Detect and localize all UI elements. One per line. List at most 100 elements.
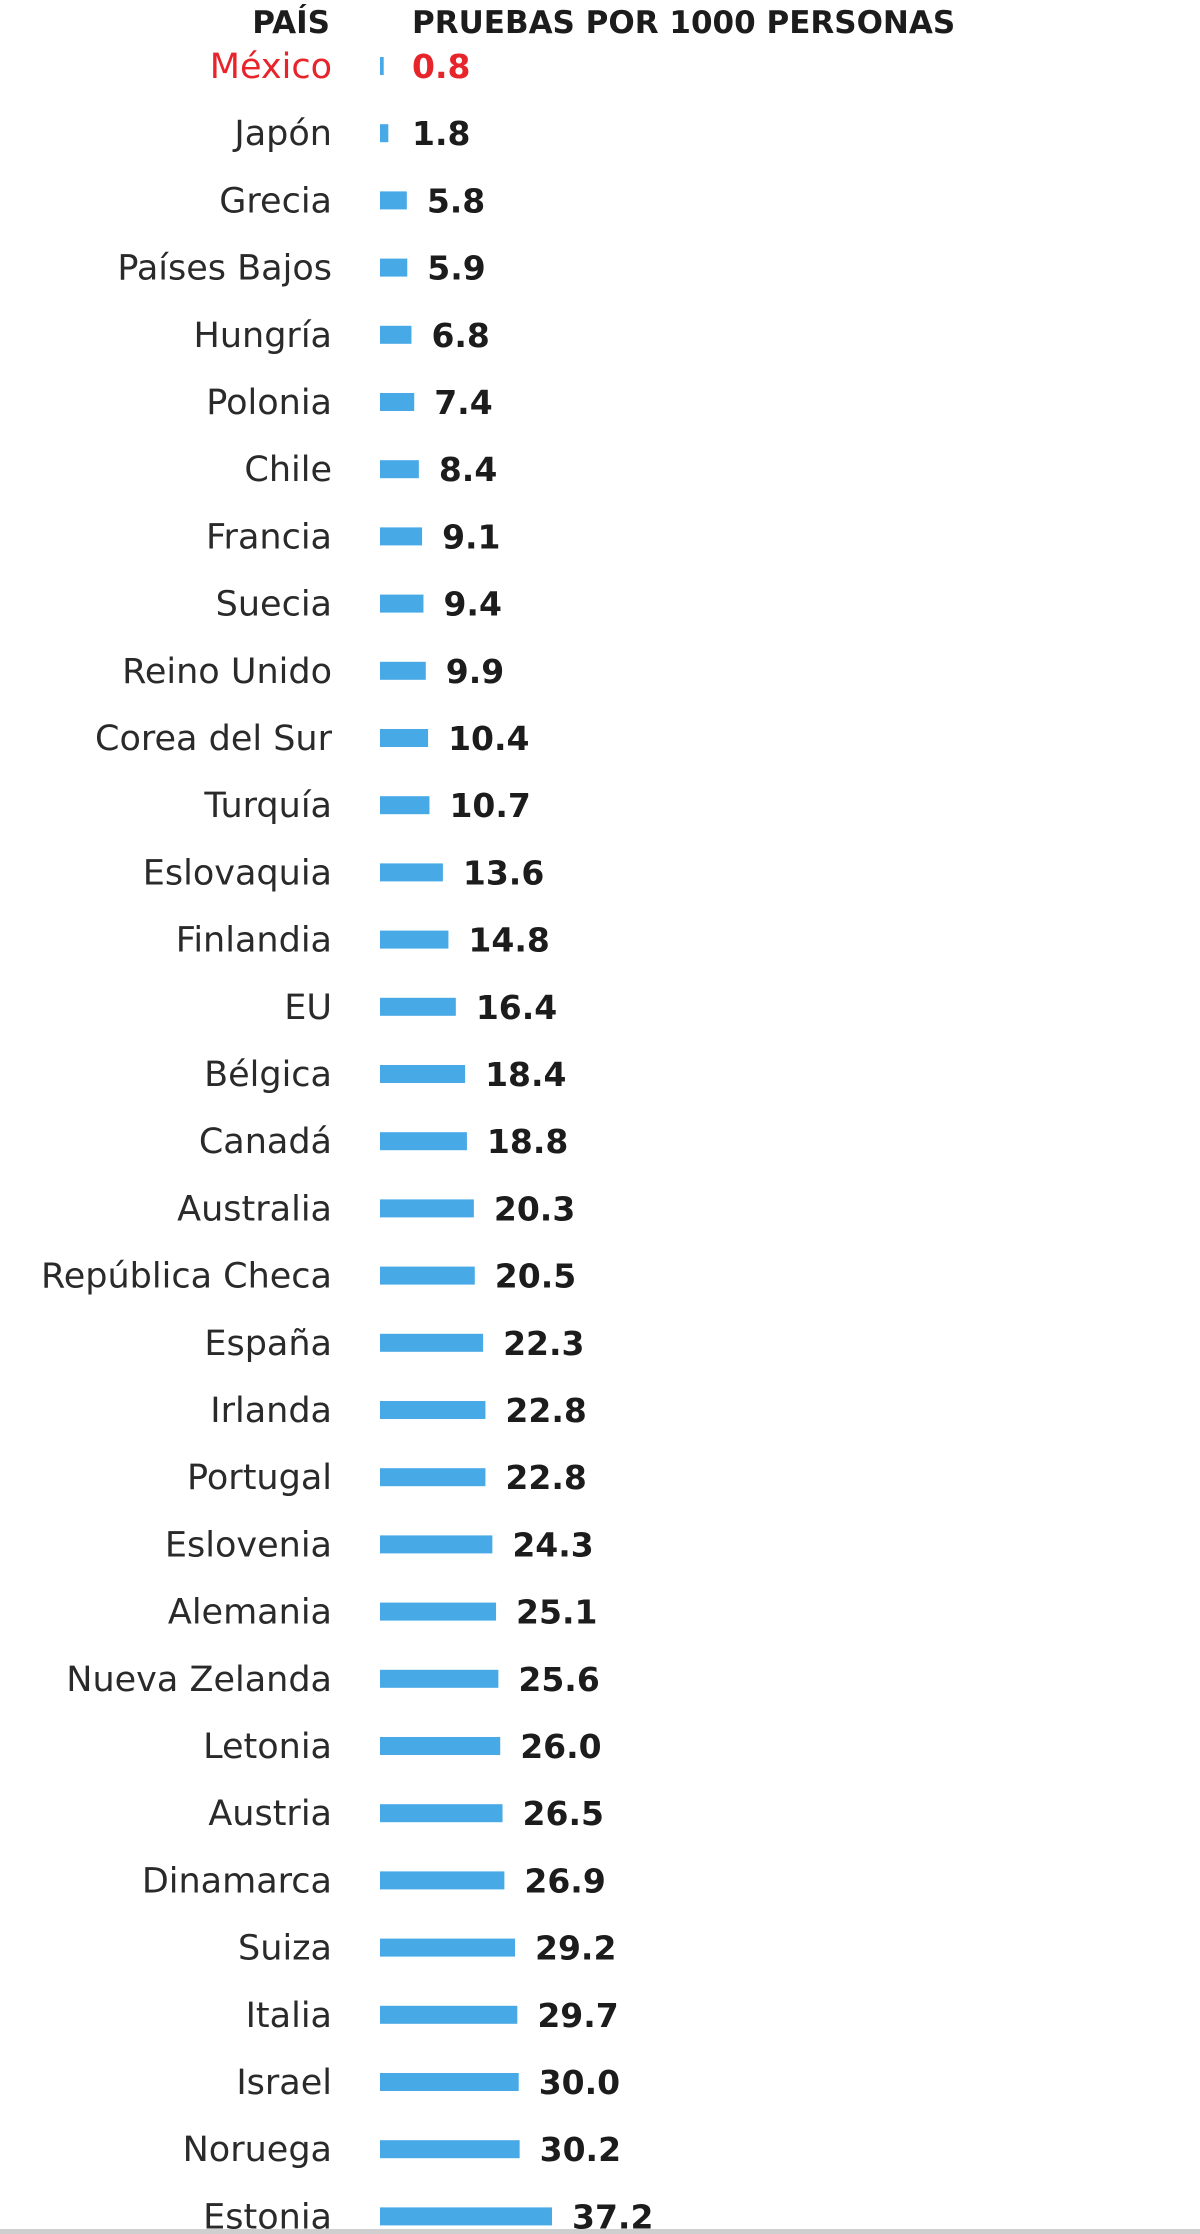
country-column-header: PAÍS (252, 5, 330, 41)
bar (380, 930, 449, 949)
bar (380, 1737, 501, 1755)
value-label: 30.2 (540, 2130, 621, 2169)
value-label: 16.4 (476, 988, 557, 1027)
value-label: 18.8 (487, 1122, 568, 1161)
bar (380, 1401, 486, 1419)
category-label: Letonia (203, 1727, 332, 1767)
value-label: 10.4 (448, 719, 529, 758)
value-label: 29.2 (535, 1929, 616, 1968)
category-label: Italia (246, 1996, 332, 2036)
category-label: Irlanda (210, 1391, 332, 1431)
bar (380, 2005, 518, 2024)
category-label: Estonia (203, 2197, 332, 2234)
bar (380, 2140, 520, 2159)
bar (380, 1468, 486, 1487)
category-label: Eslovenia (165, 1525, 332, 1565)
category-label: EU (284, 988, 332, 1028)
category-label: Noruega (183, 2130, 332, 2170)
category-label: Turquía (203, 786, 332, 826)
value-label: 14.8 (468, 921, 549, 960)
value-label: 30.0 (539, 2063, 620, 2102)
category-label: Austria (208, 1794, 332, 1834)
value-label: 26.5 (523, 1794, 604, 1833)
category-label: Corea del Sur (95, 719, 333, 759)
bottom-divider (0, 2229, 1200, 2234)
bar (380, 1333, 484, 1352)
bar (380, 527, 423, 546)
value-label: 13.6 (463, 853, 544, 892)
bar (380, 1938, 516, 1957)
bar (380, 2073, 519, 2091)
category-label: Canadá (199, 1122, 332, 1162)
category-label: Finlandia (176, 921, 332, 961)
value-label: 22.8 (505, 1391, 586, 1430)
bar (380, 1669, 499, 1688)
bar (380, 1804, 503, 1823)
value-label: 9.9 (446, 652, 504, 691)
value-label: 25.1 (516, 1593, 597, 1632)
category-label: Suecia (216, 585, 332, 625)
value-label: 22.8 (505, 1458, 586, 1497)
category-label: Países Bajos (117, 249, 332, 289)
value-label: 7.4 (434, 383, 492, 422)
category-label: Nueva Zelanda (66, 1660, 332, 1700)
category-label: Hungría (194, 316, 332, 356)
value-label: 8.4 (439, 450, 497, 489)
category-label: Francia (206, 517, 332, 557)
bar (380, 796, 430, 815)
bar (380, 1132, 467, 1151)
category-label: Australia (177, 1189, 332, 1229)
bar (380, 258, 408, 277)
value-column-header: PRUEBAS POR 1000 PERSONAS (412, 5, 955, 41)
value-label: 26.9 (524, 1861, 605, 1900)
bar (380, 1535, 493, 1554)
category-label: Japón (232, 114, 332, 154)
value-label: 22.3 (503, 1324, 584, 1363)
category-label: República Checa (41, 1257, 332, 1297)
category-label: España (204, 1324, 332, 1364)
value-label: 25.6 (518, 1660, 599, 1699)
category-label: Suiza (238, 1929, 332, 1969)
value-label: 1.8 (412, 114, 470, 153)
bar (380, 460, 419, 479)
value-label: 6.8 (431, 316, 489, 355)
category-label: México (210, 47, 332, 87)
value-label: 5.9 (427, 249, 485, 288)
category-label: Portugal (187, 1458, 332, 1498)
value-label: 9.1 (442, 517, 500, 556)
value-label: 20.5 (495, 1257, 576, 1296)
bar (380, 124, 389, 143)
bar (380, 325, 412, 344)
bar (380, 661, 426, 680)
bar (380, 1602, 497, 1621)
bar (380, 997, 456, 1016)
bar (380, 1199, 474, 1218)
category-label: Alemania (168, 1593, 332, 1633)
bar (380, 191, 407, 210)
value-label: 24.3 (512, 1525, 593, 1564)
category-label: Grecia (219, 181, 332, 221)
bar (380, 57, 384, 75)
value-label: 5.8 (427, 181, 485, 220)
bar (380, 1266, 475, 1285)
value-label: 26.0 (520, 1727, 601, 1766)
value-label: 10.7 (449, 786, 530, 825)
bar (380, 2207, 552, 2226)
value-label: 9.4 (443, 585, 501, 624)
category-label: Eslovaquia (143, 853, 332, 893)
category-label: Israel (236, 2063, 332, 2103)
value-label: 18.4 (485, 1055, 566, 1094)
chart-rows: México 0.8 Japón 1.8 Grecia 5.8 Países Bajos 5.… (41, 47, 653, 2234)
category-label: Dinamarca (142, 1861, 332, 1901)
value-label: 29.7 (537, 1996, 618, 2035)
category-label: Chile (244, 450, 332, 490)
bar (380, 594, 424, 613)
category-label: Reino Unido (122, 652, 332, 692)
value-label: 20.3 (494, 1189, 575, 1228)
value-label: 37.2 (572, 2197, 653, 2234)
bar (380, 1871, 505, 1890)
category-label: Bélgica (204, 1055, 332, 1095)
bar (380, 863, 443, 882)
